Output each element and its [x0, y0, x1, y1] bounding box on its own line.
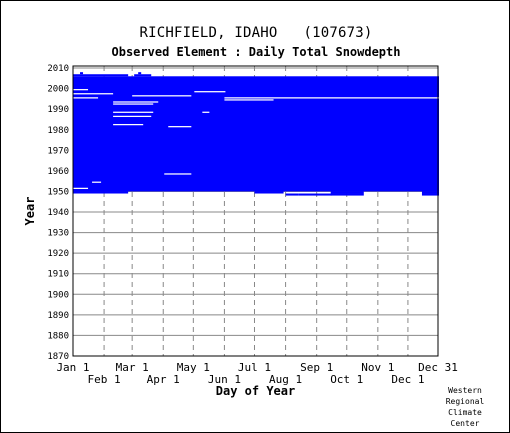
- missing-gap: [224, 97, 440, 99]
- observed-block: [254, 94, 287, 97]
- observed-block: [134, 74, 152, 77]
- observed-block: [254, 191, 284, 194]
- chart-title: RICHFIELD, IDAHO (107673): [139, 25, 373, 41]
- missing-gap: [92, 181, 102, 183]
- x-tick-label: May 1: [177, 361, 210, 374]
- x-tick-label: Oct 1: [330, 373, 363, 386]
- credit-line: Regional: [445, 397, 485, 406]
- chart-subtitle: Observed Element : Daily Total Snowdepth: [111, 45, 401, 59]
- observed-block: [73, 191, 129, 194]
- x-tick-label: Nov 1: [361, 361, 394, 374]
- missing-gap: [194, 91, 226, 93]
- credit-line: Western: [448, 386, 482, 395]
- missing-gap: [113, 115, 152, 118]
- missing-gap: [202, 111, 210, 113]
- observed-block: [421, 191, 440, 194]
- y-tick-label: 1980: [47, 126, 69, 136]
- x-tick-label: Mar 1: [116, 361, 149, 374]
- observed-block: [80, 72, 84, 75]
- y-tick-label: 2000: [47, 85, 69, 95]
- observed-block: [73, 76, 440, 192]
- y-axis-label: Year: [23, 197, 37, 226]
- plot-border: [72, 65, 439, 357]
- credit-line: Center: [450, 419, 480, 428]
- observed-block: [285, 193, 299, 196]
- missing-gap: [73, 93, 114, 95]
- x-tick-label: Dec 31: [418, 361, 458, 374]
- y-tick-label: 1960: [47, 167, 69, 177]
- y-tick-label: 1990: [47, 105, 69, 115]
- observed-block: [73, 74, 129, 77]
- missing-gap: [113, 111, 154, 113]
- missing-gap: [113, 103, 154, 105]
- x-tick-label: Jan 1: [56, 361, 89, 374]
- observed-block: [298, 193, 332, 196]
- x-tick-label: Aug 1: [269, 373, 302, 386]
- missing-gap: [113, 123, 144, 126]
- missing-gap: [132, 95, 192, 97]
- y-tick-label: 1880: [47, 331, 69, 341]
- x-tick-label: Sep 1: [300, 361, 333, 374]
- x-tick-label: Jun 1: [208, 373, 241, 386]
- y-tick-label: 1930: [47, 229, 69, 239]
- y-tick-label: 1870: [47, 352, 69, 362]
- missing-gap: [224, 99, 274, 101]
- y-tick-label: 1920: [47, 249, 69, 259]
- y-tick-label: 1950: [47, 187, 69, 197]
- missing-gap: [113, 101, 159, 103]
- missing-gap: [73, 89, 89, 91]
- observed-block: [421, 193, 440, 196]
- x-tick-label: Feb 1: [88, 373, 121, 386]
- x-tick-label: Jul 1: [238, 361, 271, 374]
- x-tick-label: Apr 1: [147, 373, 180, 386]
- credit-block: Western Regional Climate Center: [435, 385, 495, 429]
- x-tick-label: Dec 1: [391, 373, 424, 386]
- x-axis-label: Day of Year: [216, 384, 295, 398]
- missing-gap: [73, 97, 99, 99]
- missing-gap: [168, 126, 192, 128]
- y-tick-label: 2010: [47, 64, 69, 74]
- y-tick-label: 1970: [47, 146, 69, 156]
- credit-line: Climate: [448, 408, 482, 417]
- observed-block: [138, 72, 142, 75]
- y-tick-label: 1890: [47, 311, 69, 321]
- observed-block: [330, 191, 364, 194]
- y-tick-label: 1940: [47, 208, 69, 218]
- missing-gap: [164, 173, 192, 175]
- observed-block: [330, 193, 364, 196]
- missing-gap: [73, 187, 89, 190]
- y-tick-label: 1910: [47, 270, 69, 280]
- y-tick-label: 1900: [47, 290, 69, 300]
